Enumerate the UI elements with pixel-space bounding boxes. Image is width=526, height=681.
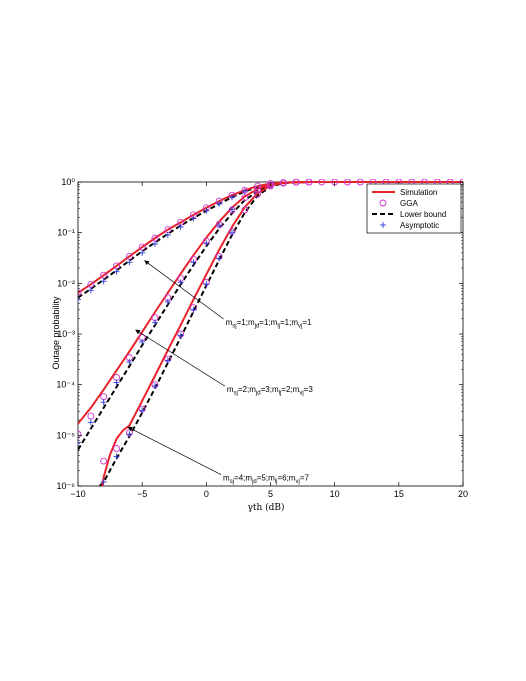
gga-point xyxy=(344,179,351,186)
simulation-curve-group-3 xyxy=(101,181,310,486)
gga-point xyxy=(87,412,95,420)
asymptotic-point xyxy=(152,319,158,326)
asymptotic-point xyxy=(216,222,223,229)
asymptotic-point xyxy=(216,255,223,262)
asymptotic-point xyxy=(87,287,94,294)
y-tick-label: 10⁰ xyxy=(61,177,75,187)
legend-label: GGA xyxy=(400,199,418,208)
asymptotic-point xyxy=(78,439,81,446)
legend-label: Lower bound xyxy=(400,210,446,219)
asymptotic-point xyxy=(216,200,223,207)
lower-bound-curve-group-3 xyxy=(99,181,310,486)
asymptotic-point xyxy=(139,338,146,345)
x-tick-label: 5 xyxy=(268,489,273,499)
asymptotic-point xyxy=(164,357,171,364)
gga-point xyxy=(113,445,120,452)
asymptotic-point xyxy=(177,279,184,286)
asymptotic-point xyxy=(190,215,197,222)
x-tick-label: 15 xyxy=(394,489,404,499)
asymptotic-point xyxy=(164,231,171,238)
axis-ticks: −10 −5 0 5 10 15 20 10⁻⁶ 10⁻⁵ 10⁻⁴ 10⁻³ 10⁻² 10⁻¹ 10⁰ xyxy=(56,177,468,499)
asymptotic-point xyxy=(229,229,235,236)
asymptotic-point xyxy=(203,207,210,214)
lower-bound-curve-group-2 xyxy=(78,181,310,451)
legend-item-simulation: Simulation xyxy=(372,188,437,197)
gga-point xyxy=(254,186,262,193)
legend-label: Asymptotic xyxy=(400,221,439,230)
gga-point xyxy=(241,206,249,214)
legend: Simulation GGA Lower bound Asymptotic xyxy=(366,183,462,234)
x-tick-label: 20 xyxy=(458,489,468,499)
annotations: msj=1;mjd=1;mlj=1;mvj=1 msj=2;mjd=3;mlj=2… xyxy=(127,260,313,486)
asymptotic-point xyxy=(152,240,158,247)
legend-swatch xyxy=(379,199,387,207)
legend-item-asymptotic: Asymptotic xyxy=(380,221,439,230)
y-tick-label: 10⁻¹ xyxy=(57,228,75,238)
annotation-arrow xyxy=(135,329,226,387)
asymptotic-point xyxy=(229,206,235,213)
gga-point xyxy=(100,271,108,279)
asymptotic-point xyxy=(203,240,210,247)
gga-point xyxy=(78,289,82,297)
asymptotic-point xyxy=(229,194,235,201)
y-tick-label: 10⁻⁵ xyxy=(57,430,76,440)
x-tick-label: 10 xyxy=(330,489,340,499)
gga-point xyxy=(254,190,262,198)
asymptotic-point xyxy=(190,259,197,266)
asymptotic-point xyxy=(78,296,81,303)
asymptotic-point xyxy=(139,407,146,414)
gga-point xyxy=(279,179,287,187)
gga-point xyxy=(305,179,313,186)
asymptotic-point xyxy=(113,379,120,386)
x-tick-label: 0 xyxy=(204,489,209,499)
asymptotic-point xyxy=(152,383,158,390)
x-tick-label: −10 xyxy=(70,489,85,499)
y-tick-label: 10⁻² xyxy=(57,278,75,288)
asymptotic-point xyxy=(164,298,171,305)
asymptotic-point xyxy=(113,453,120,460)
asymptotic-point xyxy=(126,359,133,366)
gga-point xyxy=(254,182,262,190)
asymptotic-point xyxy=(126,259,133,266)
y-tick-label: 10⁻⁴ xyxy=(56,380,75,390)
gga-point xyxy=(318,179,326,186)
x-tick-label: −5 xyxy=(137,489,147,499)
y-axis-label: Outage probability xyxy=(51,296,61,370)
annotation-arrow xyxy=(127,426,222,475)
x-axis-label: γth (dB) xyxy=(247,502,284,513)
asymptotic-point xyxy=(113,268,120,275)
asymptotic-point xyxy=(100,478,107,485)
gga-point xyxy=(113,373,120,381)
asymptotic-point xyxy=(203,281,210,288)
asymptotic-point xyxy=(100,278,107,285)
asymptotic-point xyxy=(177,332,184,339)
legend-item-lower-bound: Lower bound xyxy=(372,210,446,219)
y-tick-label: 10⁻³ xyxy=(57,329,75,339)
asymptotic-point xyxy=(241,188,248,195)
gga-point xyxy=(100,457,108,465)
asymptotic-point xyxy=(190,306,197,313)
annotation-arrow xyxy=(144,260,224,320)
gga-point xyxy=(356,179,364,186)
asymptotic-point xyxy=(126,431,133,438)
gga-point xyxy=(292,179,300,186)
annotation-label-2: msj=2;mjd=3;mlj=2;mvj=3 xyxy=(227,385,313,397)
annotation-label-3: msj=4;mjd=5;mlj=6;mvj=7 xyxy=(223,474,309,486)
gga-point xyxy=(241,194,249,202)
legend-label: Simulation xyxy=(400,188,437,197)
asymptotic-point xyxy=(100,399,107,406)
gga-point xyxy=(78,430,82,438)
asymptotic-point xyxy=(177,223,184,230)
asymptotic-point xyxy=(87,419,94,426)
y-tick-label: 10⁻⁶ xyxy=(57,481,76,491)
gga-point xyxy=(100,393,108,401)
legend-item-gga: GGA xyxy=(379,199,418,208)
annotation-label-1: msj=1;mjd=1;mlj=1;mvj=1 xyxy=(226,318,312,330)
asymptotic-point xyxy=(139,249,146,256)
